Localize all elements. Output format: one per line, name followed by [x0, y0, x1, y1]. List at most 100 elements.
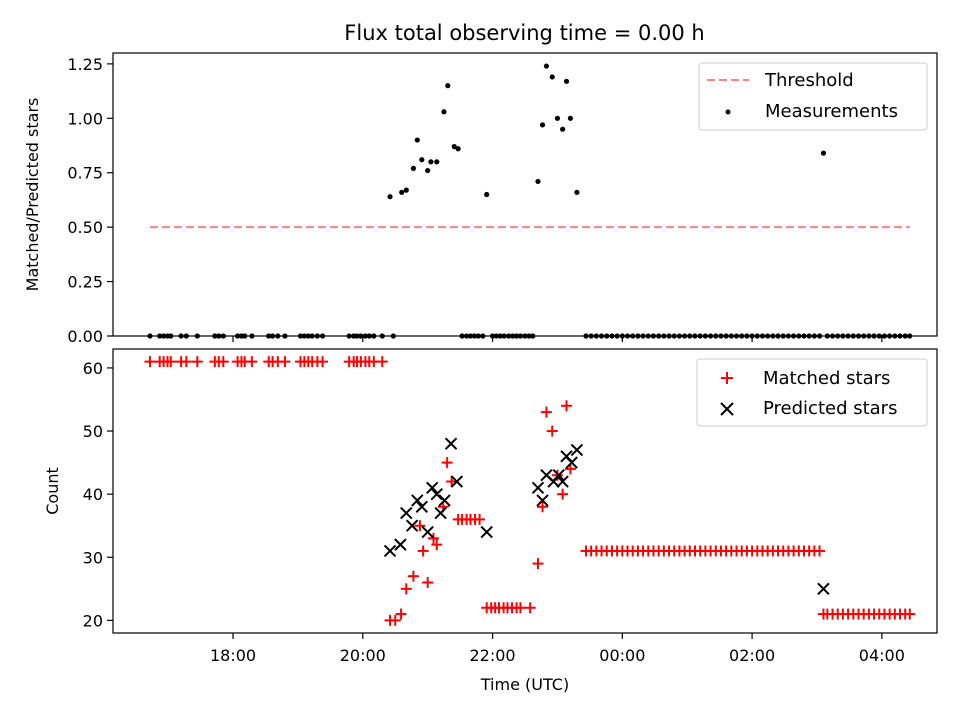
measurement-point — [497, 333, 503, 339]
matched-star-point — [279, 356, 291, 368]
measurement-point — [871, 333, 877, 339]
measurement-point — [619, 333, 625, 339]
measurement-point — [428, 159, 434, 165]
matched-star-point — [431, 539, 443, 551]
top-y-tick-label: 0.75 — [67, 164, 103, 183]
measurement-point — [754, 333, 760, 339]
top-legend-box — [698, 62, 928, 131]
measurement-point — [845, 333, 851, 339]
measurement-point — [718, 333, 724, 339]
measurement-point — [314, 333, 320, 339]
measurement-point — [147, 333, 153, 339]
measurement-point — [850, 333, 856, 339]
bottom-x-ticks: 18:00 20:00 22:00 00:00 02:00 04:00 — [210, 633, 905, 665]
measurement-point — [480, 333, 486, 339]
measurement-point — [759, 333, 766, 339]
measurement-point — [399, 189, 405, 195]
top-y-tick-label: 1.25 — [67, 55, 103, 74]
predicted-star-point — [430, 487, 443, 501]
matched-star-point — [217, 356, 229, 368]
predicted-star-point — [450, 475, 464, 488]
measurement-point — [855, 333, 862, 339]
measurement-point — [723, 333, 729, 339]
predicted-star-point — [421, 525, 434, 539]
measurement-point — [635, 333, 641, 339]
legend-matched-label: Matched stars — [763, 368, 890, 389]
measurement-point — [806, 333, 812, 339]
measurement-point — [346, 333, 352, 339]
matched-star-point — [441, 457, 453, 469]
matched-star-point — [546, 425, 558, 437]
measurement-point — [765, 333, 771, 339]
measurement-point — [645, 333, 651, 339]
matched-star-point — [414, 520, 426, 532]
matched-star-point — [144, 356, 156, 368]
measurement-point — [820, 150, 827, 156]
measurement-point — [676, 333, 683, 339]
measurement-point — [780, 333, 786, 339]
measurement-point — [702, 333, 708, 339]
measurement-point — [775, 333, 781, 339]
measurement-point — [770, 333, 776, 339]
measurement-point — [574, 189, 580, 195]
measurement-point — [560, 126, 566, 132]
measurement-point — [467, 333, 474, 339]
measurement-point — [414, 137, 420, 143]
bottom-x-tick-label: 20:00 — [340, 646, 386, 665]
measurement-point — [861, 333, 867, 339]
bottom-y-tick-label: 60 — [83, 359, 103, 378]
measurement-point — [358, 333, 364, 339]
measurement-point — [282, 333, 288, 339]
measurement-point — [297, 333, 304, 339]
matched-star-point — [317, 356, 329, 368]
legend-predicted-label: Predicted stars — [763, 398, 897, 419]
measurement-point — [410, 165, 417, 171]
measurement-point — [434, 159, 440, 165]
chart-title: Flux total observing time = 0.00 h — [344, 21, 704, 45]
measurement-point — [707, 333, 714, 339]
measurement-point — [249, 333, 255, 339]
measurement-point — [168, 333, 174, 339]
measurement-point — [216, 333, 222, 339]
bottom-y-axis-label: Count — [43, 467, 62, 515]
measurement-point — [484, 191, 490, 198]
measurement-point — [275, 333, 281, 339]
predicted-star-point — [394, 538, 407, 551]
measurement-point — [624, 333, 631, 339]
matched-star-point — [904, 608, 916, 620]
measurement-point — [697, 333, 703, 339]
predicted-star-point — [480, 525, 493, 539]
measurement-point — [598, 333, 605, 339]
top-panel: 0.00 0.25 0.50 0.75 1.00 1.25 Matched/Predict… — [23, 52, 938, 346]
measurement-point — [513, 333, 520, 339]
measurement-point — [801, 333, 807, 339]
predicted-star-point — [565, 456, 578, 469]
measurement-point — [379, 333, 385, 339]
legend-threshold-label: Threshold — [764, 70, 854, 91]
x-axis-label: Time (UTC) — [480, 675, 569, 694]
matched-star-point — [191, 356, 203, 368]
measurement-point — [362, 333, 368, 339]
bottom-panel: 20 30 40 50 60 18:00 20:00 22:00 00:00 02:00 04:0… — [43, 348, 938, 694]
measurement-point — [194, 333, 200, 339]
predicted-star-point — [405, 519, 419, 532]
bottom-y-tick-label: 50 — [83, 422, 103, 441]
measurement-point — [554, 115, 561, 121]
measurement-point — [354, 333, 360, 339]
measurement-point — [791, 333, 797, 339]
predicted-star-point — [434, 506, 447, 520]
matched-star-point — [446, 476, 458, 488]
measurement-point — [305, 333, 311, 339]
measurement-point — [902, 333, 908, 339]
predicted-star-point — [531, 481, 545, 495]
top-y-tick-label: 0.00 — [67, 327, 103, 346]
bottom-x-tick-label: 02:00 — [729, 646, 775, 665]
measurement-point — [609, 333, 615, 339]
measurement-point — [881, 333, 888, 339]
measurement-point — [824, 333, 830, 339]
top-y-tick-label: 0.50 — [67, 218, 103, 237]
legend-measurements-label: Measurements — [765, 101, 898, 122]
matched-star-point — [532, 558, 544, 570]
bottom-y-tick-label: 20 — [83, 611, 103, 630]
